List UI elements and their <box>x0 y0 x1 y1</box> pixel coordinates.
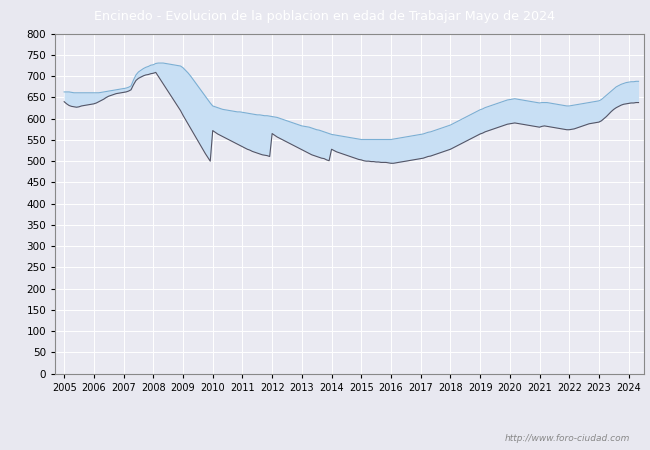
Text: Encinedo - Evolucion de la poblacion en edad de Trabajar Mayo de 2024: Encinedo - Evolucion de la poblacion en … <box>94 10 556 23</box>
Text: http://www.foro-ciudad.com: http://www.foro-ciudad.com <box>505 434 630 443</box>
